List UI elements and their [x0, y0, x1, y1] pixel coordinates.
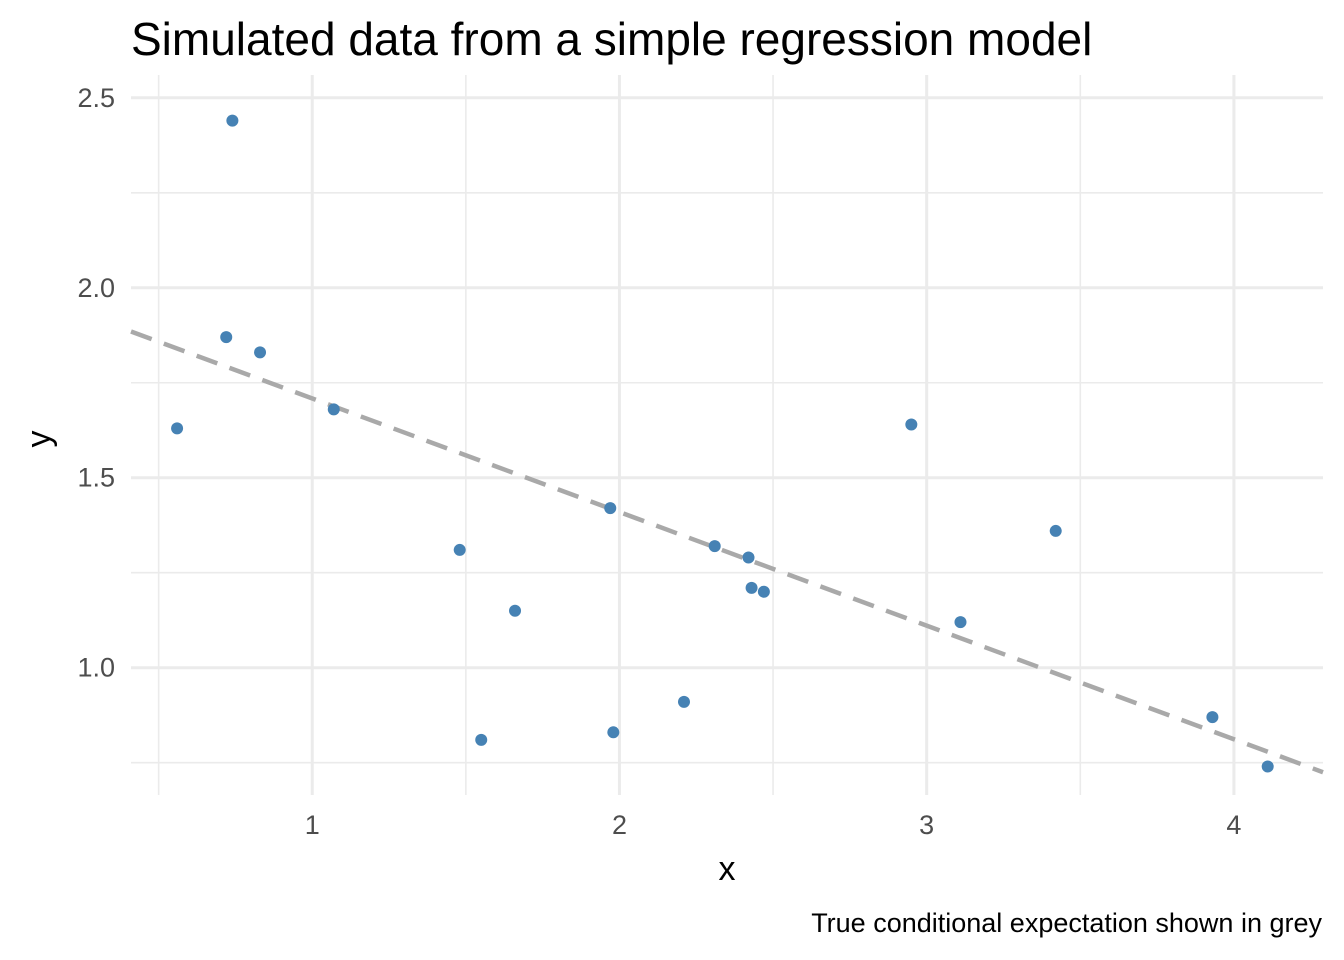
data-point — [745, 581, 758, 594]
y-tick-label: 1.0 — [77, 653, 115, 683]
y-axis-ticks: 1.0 1.5 2.0 2.5 — [77, 83, 115, 683]
data-point — [1206, 711, 1219, 724]
data-point — [607, 726, 620, 739]
x-axis-ticks: 1 2 3 4 — [305, 810, 1242, 840]
data-point — [1261, 760, 1274, 773]
minor-grid — [131, 75, 1323, 795]
data-point — [220, 331, 233, 344]
y-axis-title: y — [20, 431, 58, 448]
x-tick-label: 1 — [305, 810, 320, 840]
y-tick-label: 2.0 — [77, 273, 115, 303]
data-point — [475, 733, 488, 746]
data-point — [905, 418, 918, 431]
dashed-line — [130, 329, 1324, 775]
data-point — [171, 422, 184, 435]
major-grid — [131, 75, 1323, 795]
data-point — [757, 585, 770, 598]
x-tick-label: 2 — [612, 810, 627, 840]
x-tick-label: 3 — [919, 810, 934, 840]
x-axis-title: x — [719, 850, 736, 888]
data-point — [509, 604, 522, 617]
data-point — [708, 540, 721, 553]
y-tick-label: 2.5 — [77, 83, 115, 113]
chart-caption: True conditional expectation shown in gr… — [811, 908, 1322, 938]
data-point — [327, 403, 340, 416]
data-point — [226, 114, 239, 127]
true-expectation-line — [130, 329, 1324, 775]
data-point — [1049, 524, 1062, 537]
data-point — [254, 346, 267, 359]
x-tick-label: 4 — [1226, 810, 1241, 840]
data-point — [604, 502, 617, 515]
y-tick-label: 1.5 — [77, 463, 115, 493]
data-point — [954, 616, 967, 629]
data-point — [742, 551, 755, 564]
data-point — [453, 543, 466, 556]
data-points — [171, 114, 1274, 773]
data-point — [677, 695, 690, 708]
chart-title: Simulated data from a simple regression … — [131, 13, 1092, 65]
